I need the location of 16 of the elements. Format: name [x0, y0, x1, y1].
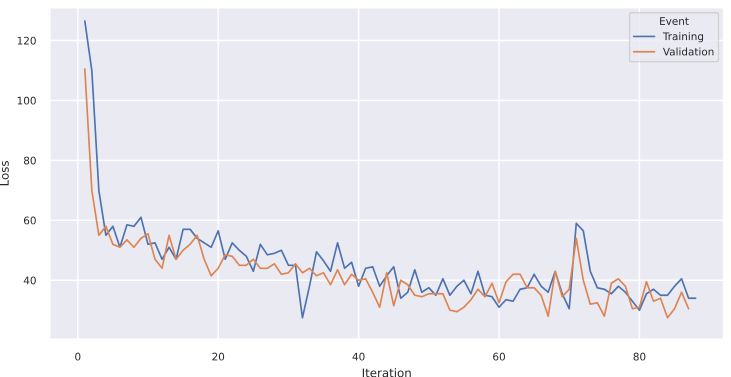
line-series	[84, 68, 690, 319]
x-tick-label: 80	[634, 352, 646, 361]
x-tick-label: 20	[212, 352, 224, 361]
legend-title: Event	[660, 17, 689, 25]
y-tick-label: 60	[24, 216, 36, 224]
x-axis-title: Iteration	[362, 368, 411, 377]
x-tick-label: 40	[352, 352, 365, 361]
y-tick-label: 40	[24, 276, 36, 284]
y-axis-title: Loss	[0, 161, 9, 186]
x-tick-label: 0	[75, 352, 80, 361]
y-tick-label: 100	[18, 96, 36, 105]
x-tick-label: 60	[493, 352, 505, 361]
legend-label: Training	[662, 32, 704, 42]
y-tick-label: 120	[18, 36, 36, 45]
legend-label: Validation	[662, 47, 714, 56]
y-tick-label: 80	[24, 156, 36, 164]
